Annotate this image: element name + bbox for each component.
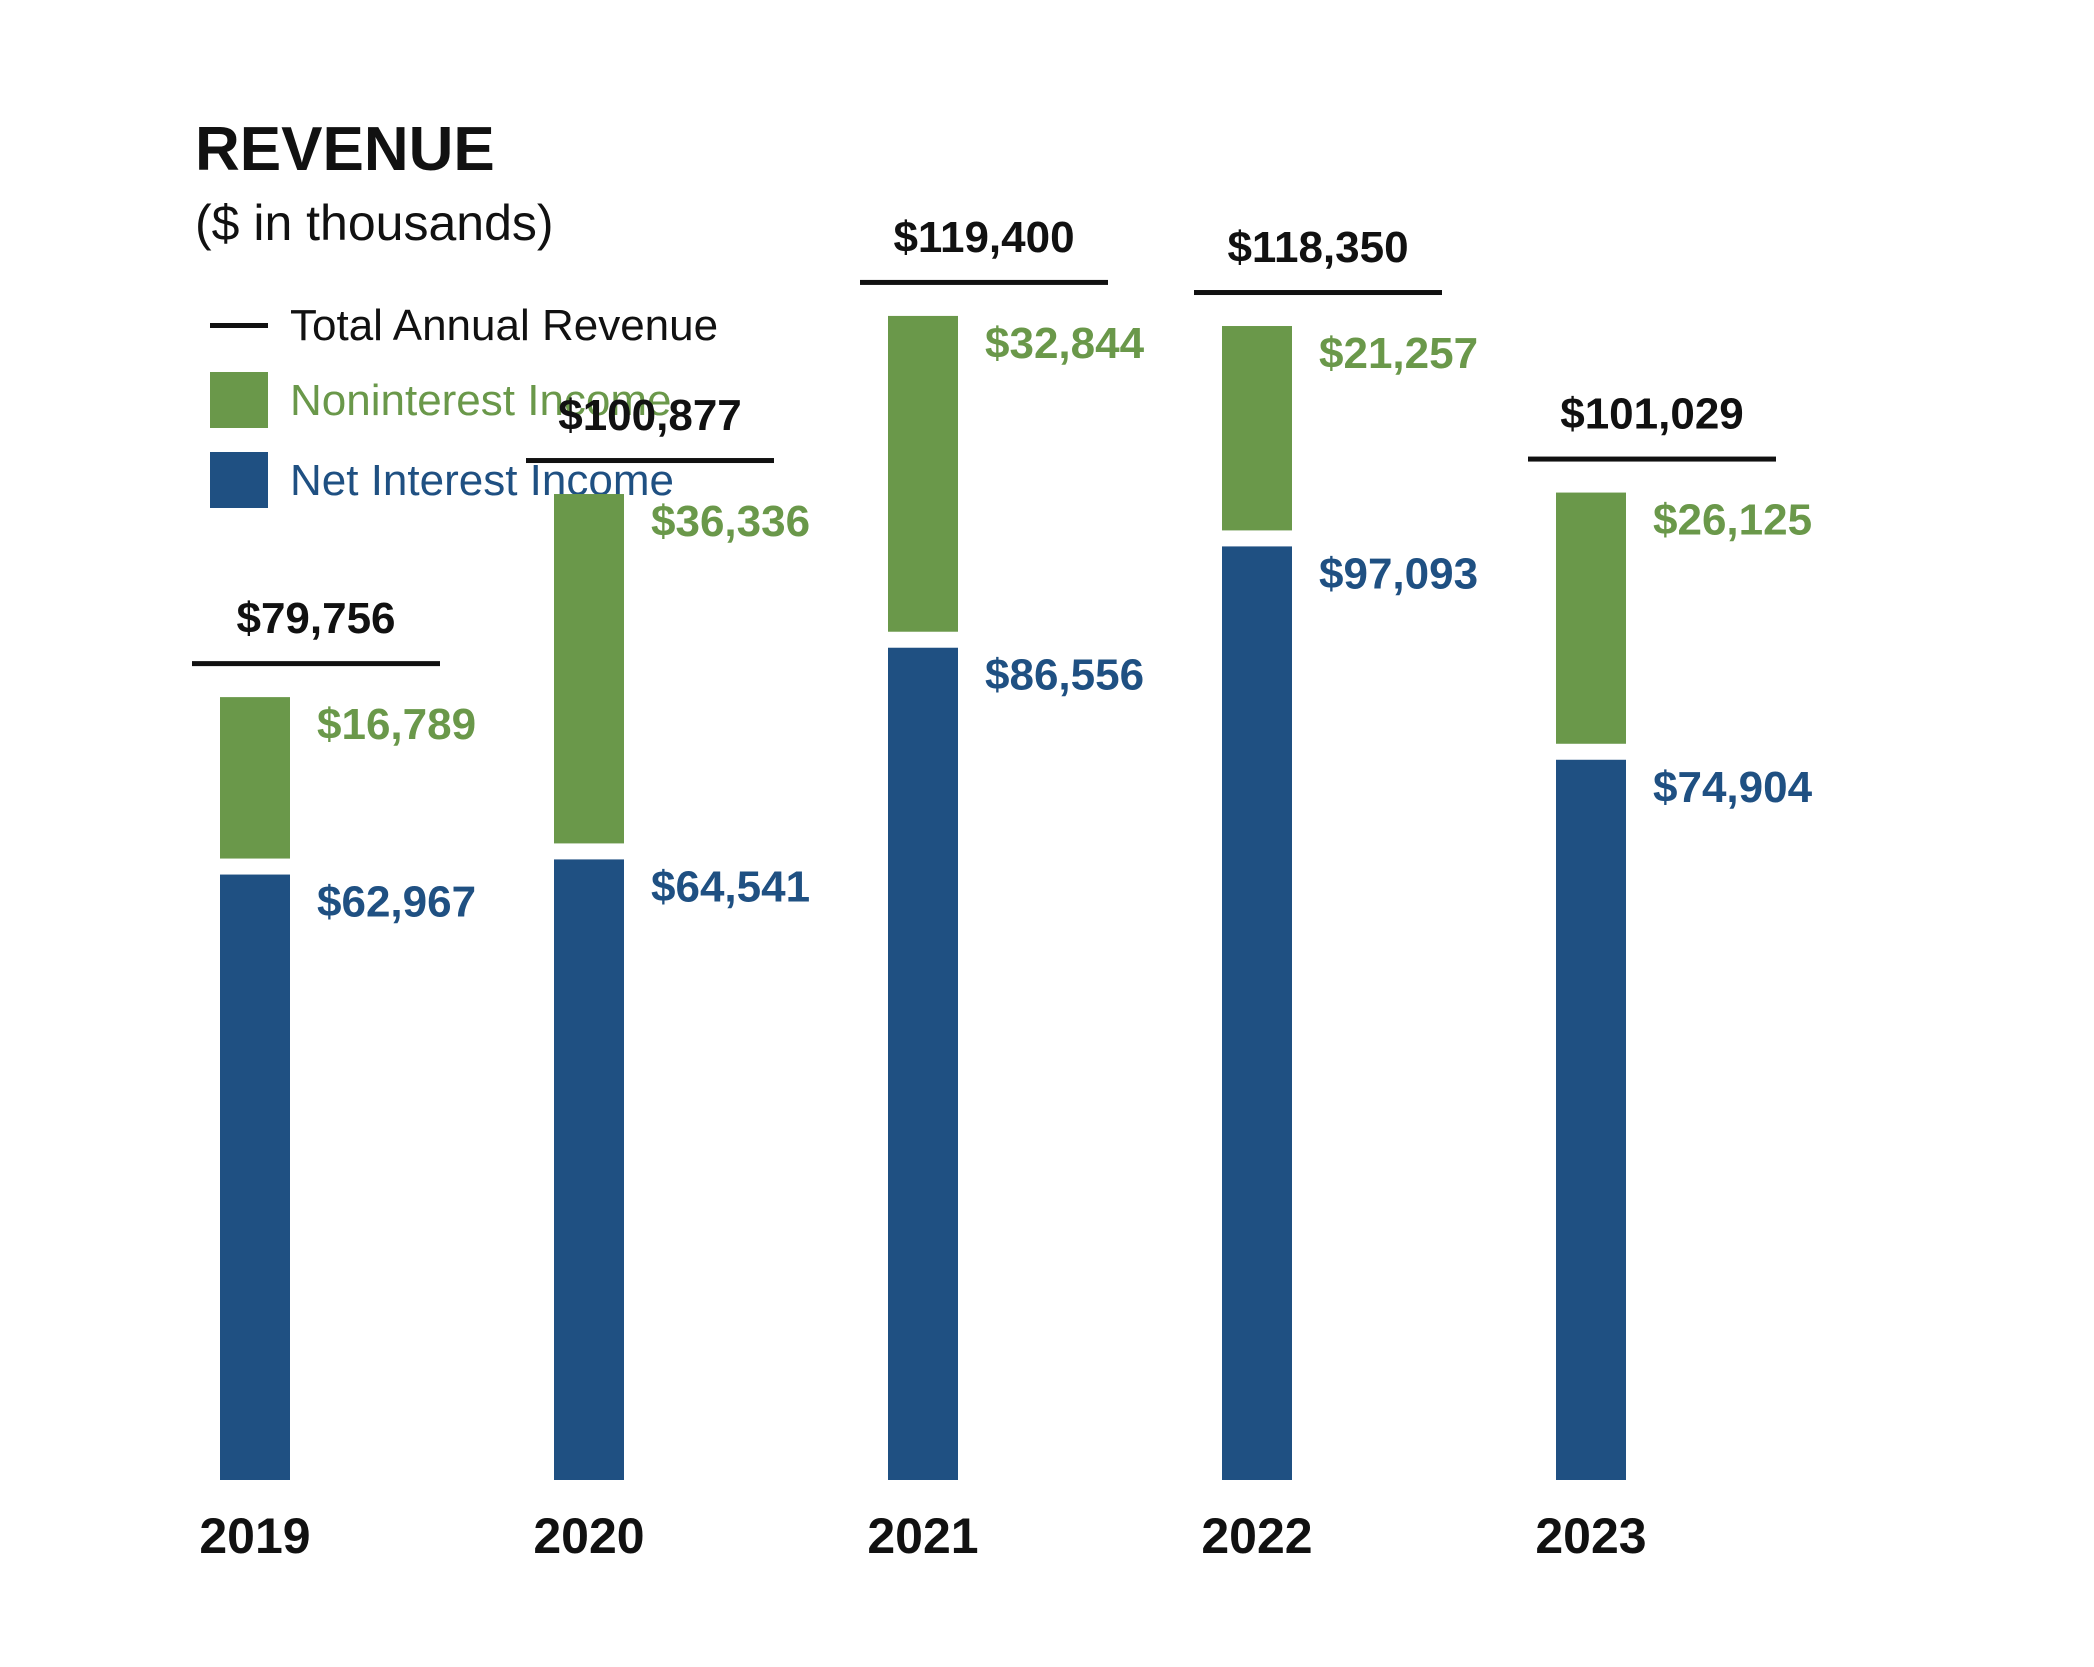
bar-noninterest-2021 <box>888 315 958 632</box>
legend: Total Annual Revenue Noninterest Income Ne… <box>210 301 718 508</box>
value-labels: $16,789 $62,967 $36,336 $64,541 $32,844 $86,5… <box>317 319 1813 927</box>
legend-item: Net Interest Income <box>210 452 674 508</box>
label-noninterest-2022: $21,257 <box>1319 329 1478 378</box>
total-label-2019: $79,756 <box>236 594 395 643</box>
bar-noninterest-2020 <box>554 494 624 844</box>
total-line-2020 <box>526 458 774 464</box>
total-line-2019 <box>192 661 440 667</box>
legend-swatch <box>210 372 268 428</box>
bar-net-interest-2023 <box>1556 759 1626 1480</box>
x-tick-label-2019: 2019 <box>199 1508 310 1564</box>
total-markers: $79,756 $100,877 $119,400 $118,350 $101,029 <box>192 213 1776 667</box>
label-noninterest-2023: $26,125 <box>1653 496 1812 545</box>
x-tick-label-2022: 2022 <box>1201 1508 1312 1564</box>
label-noninterest-2020: $36,336 <box>651 497 810 546</box>
bar-noninterest-2019 <box>220 697 290 859</box>
x-axis-labels: 2019 2020 2021 2022 2023 <box>199 1508 1646 1564</box>
legend-swatch <box>210 452 268 508</box>
total-line-2022 <box>1194 290 1442 296</box>
bar-group <box>220 315 1626 1480</box>
label-noninterest-2019: $16,789 <box>317 700 476 749</box>
label-net-interest-2021: $86,556 <box>985 651 1144 700</box>
legend-item: Noninterest Income <box>210 372 672 428</box>
label-net-interest-2023: $74,904 <box>1653 763 1813 812</box>
legend-line-marker <box>210 323 268 328</box>
bar-noninterest-2022 <box>1222 326 1292 531</box>
x-tick-label-2023: 2023 <box>1535 1508 1646 1564</box>
x-tick-label-2020: 2020 <box>533 1508 644 1564</box>
total-line-2021 <box>860 279 1108 285</box>
legend-label: Total Annual Revenue <box>290 301 718 350</box>
bar-net-interest-2019 <box>220 874 290 1480</box>
bar-net-interest-2020 <box>554 859 624 1480</box>
label-net-interest-2020: $64,541 <box>651 862 810 911</box>
total-label-2020: $100,877 <box>558 391 742 440</box>
label-noninterest-2021: $32,844 <box>985 319 1145 368</box>
legend-label: Noninterest Income <box>290 376 672 425</box>
x-tick-label-2021: 2021 <box>867 1508 978 1564</box>
legend-item: Total Annual Revenue <box>210 301 718 350</box>
bar-net-interest-2022 <box>1222 546 1292 1480</box>
bar-net-interest-2021 <box>888 647 958 1480</box>
chart-title: REVENUE <box>195 115 495 184</box>
total-line-2023 <box>1528 456 1776 462</box>
label-net-interest-2019: $62,967 <box>317 878 476 927</box>
chart-subtitle: ($ in thousands) <box>195 195 554 251</box>
label-net-interest-2022: $97,093 <box>1319 549 1478 598</box>
total-label-2021: $119,400 <box>893 213 1074 262</box>
total-label-2023: $101,029 <box>1560 390 1744 439</box>
total-label-2022: $118,350 <box>1227 223 1408 272</box>
bar-noninterest-2023 <box>1556 492 1626 744</box>
